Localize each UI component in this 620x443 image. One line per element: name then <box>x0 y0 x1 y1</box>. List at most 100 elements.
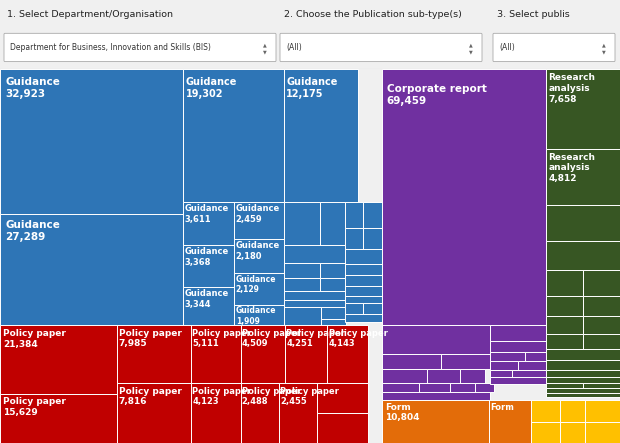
Bar <box>183 202 234 245</box>
FancyBboxPatch shape <box>493 33 615 62</box>
Bar <box>320 278 345 291</box>
Bar <box>284 300 345 307</box>
Bar <box>512 369 546 377</box>
Bar <box>345 275 382 286</box>
Bar <box>546 360 620 369</box>
Bar <box>585 400 620 422</box>
Text: Research
analysis
7,658: Research analysis 7,658 <box>549 74 595 104</box>
Bar <box>241 383 279 443</box>
Bar <box>490 325 546 341</box>
Text: ▲: ▲ <box>469 42 472 47</box>
Bar <box>490 361 518 369</box>
Text: Guidance
2,180: Guidance 2,180 <box>236 241 280 261</box>
Bar <box>345 228 363 249</box>
Bar <box>382 354 441 369</box>
Bar <box>475 384 494 392</box>
Text: Policy paper
21,384: Policy paper 21,384 <box>4 329 66 349</box>
Bar <box>0 394 117 443</box>
Bar <box>234 202 284 239</box>
Text: 2. Choose the Publication sub-type(s): 2. Choose the Publication sub-type(s) <box>284 10 462 19</box>
Bar <box>183 287 234 325</box>
Bar <box>450 384 475 392</box>
Bar <box>546 69 620 149</box>
Text: (All): (All) <box>499 43 515 52</box>
Text: Department for Business, Innovation and Skills (BIS): Department for Business, Innovation and … <box>10 43 211 52</box>
Bar <box>345 264 382 275</box>
Bar <box>382 384 419 392</box>
Bar <box>345 249 382 264</box>
Bar <box>382 369 427 384</box>
Text: ▼: ▼ <box>602 49 606 54</box>
Bar <box>234 273 284 305</box>
Bar <box>320 263 345 278</box>
Bar <box>382 69 546 325</box>
Text: ▲: ▲ <box>602 42 606 47</box>
Text: Policy paper
2,455: Policy paper 2,455 <box>280 387 339 406</box>
Bar <box>382 392 490 400</box>
Bar <box>546 241 620 270</box>
Text: Policy paper
7,985: Policy paper 7,985 <box>119 329 182 348</box>
Bar <box>363 303 382 314</box>
Bar <box>525 352 546 361</box>
Bar <box>546 349 620 360</box>
Bar <box>546 205 620 241</box>
Bar <box>234 239 284 273</box>
Bar <box>583 334 620 349</box>
Text: Policy paper
4,123: Policy paper 4,123 <box>192 387 251 406</box>
Text: ▼: ▼ <box>469 49 472 54</box>
Text: Research
analysis
4,812: Research analysis 4,812 <box>549 152 595 183</box>
Bar <box>234 305 284 325</box>
Text: Policy paper
4,509: Policy paper 4,509 <box>242 329 301 348</box>
Text: Policy paper
2,488: Policy paper 2,488 <box>242 387 301 406</box>
Bar <box>546 383 583 389</box>
Bar <box>345 202 363 228</box>
Bar <box>0 325 117 394</box>
Bar <box>285 325 327 383</box>
Bar <box>284 69 358 202</box>
Bar <box>546 393 620 397</box>
Bar <box>345 314 382 322</box>
Text: ▲: ▲ <box>263 42 267 47</box>
Bar <box>490 369 512 377</box>
Bar <box>320 202 345 245</box>
Bar <box>321 307 346 319</box>
Text: Guidance
3,611: Guidance 3,611 <box>184 204 229 224</box>
Bar <box>279 383 317 443</box>
Bar <box>284 263 320 278</box>
Bar <box>490 377 546 384</box>
Text: Guidance
3,368: Guidance 3,368 <box>184 247 229 267</box>
Bar <box>583 270 620 295</box>
Text: Policy paper
4,143: Policy paper 4,143 <box>329 329 388 348</box>
Bar <box>284 245 345 263</box>
Bar <box>345 303 363 314</box>
Bar <box>460 369 485 384</box>
Bar <box>317 413 368 443</box>
Bar <box>531 400 560 422</box>
Bar <box>317 383 368 413</box>
Bar <box>345 286 382 295</box>
Bar <box>546 316 583 334</box>
Bar <box>583 295 620 316</box>
Text: 1. Select Department/Organisation: 1. Select Department/Organisation <box>7 10 173 19</box>
Bar <box>546 295 583 316</box>
Text: ▼: ▼ <box>263 49 267 54</box>
Text: Policy paper
4,251: Policy paper 4,251 <box>286 329 345 348</box>
Bar <box>363 202 382 228</box>
Bar <box>321 319 346 325</box>
Text: Guidance
27,289: Guidance 27,289 <box>6 220 60 242</box>
Text: Policy paper
7,816: Policy paper 7,816 <box>119 387 182 406</box>
Bar <box>382 325 490 354</box>
Bar <box>345 295 382 303</box>
Bar <box>191 383 241 443</box>
Bar <box>284 202 320 245</box>
Bar <box>419 384 450 392</box>
Bar <box>191 325 241 383</box>
Bar <box>518 361 546 369</box>
Bar <box>0 69 183 214</box>
Bar <box>531 422 560 443</box>
Bar <box>183 245 234 287</box>
Text: Guidance
19,302: Guidance 19,302 <box>186 77 237 99</box>
Text: Form: Form <box>490 403 514 412</box>
Bar <box>546 149 620 205</box>
Text: Policy paper
15,629: Policy paper 15,629 <box>4 397 66 417</box>
